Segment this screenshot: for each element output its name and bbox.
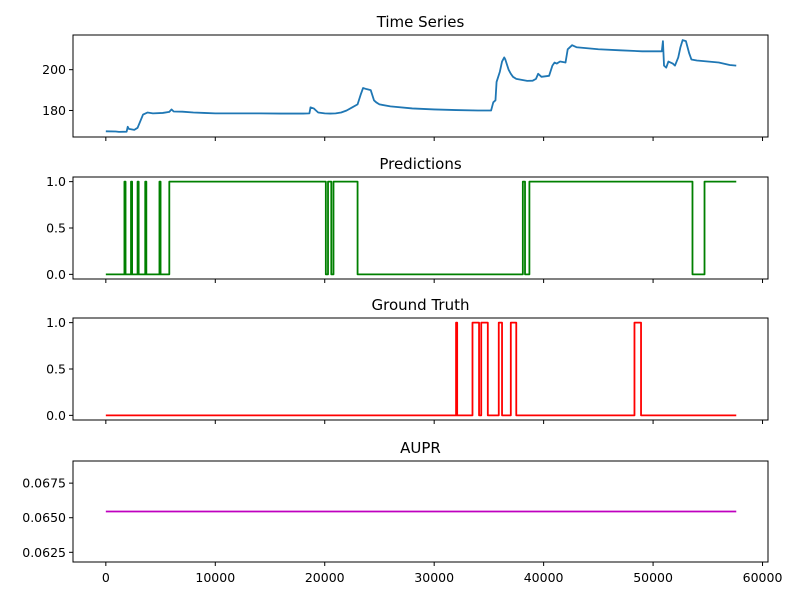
aupr-y-tick-label-0: 0.0625 — [22, 545, 66, 560]
predictions-title: Predictions — [379, 155, 462, 173]
time-series-series-line-0 — [105, 39, 737, 133]
predictions-y-tick-label-0: 0.0 — [46, 267, 66, 282]
aupr-y-tick-label-2: 0.0675 — [22, 476, 66, 491]
ground-truth-title: Ground Truth — [372, 296, 470, 314]
aupr-x-tick-label-6: 60000 — [743, 570, 783, 585]
time-series-y-tick-label-0: 180 — [42, 103, 66, 118]
time-series-panel: Time Series 180 200 — [42, 13, 769, 141]
aupr-x-tick-label-0: 0 — [102, 570, 110, 585]
aupr-axes-frame — [72, 460, 769, 563]
predictions-axes-frame — [72, 176, 769, 280]
time-series-title: Time Series — [376, 13, 465, 31]
ground-truth-panel: Ground Truth 0.0 0.5 1.0 — [46, 296, 769, 424]
predictions-y-tick-label-2: 1.0 — [46, 174, 66, 189]
aupr-y-tick-label-1: 0.0650 — [22, 510, 66, 525]
ground-truth-series-line-0 — [105, 321, 737, 417]
ground-truth-y-tick-label-1: 0.5 — [46, 362, 66, 377]
time-series-axes-frame — [72, 34, 769, 138]
ground-truth-axes-frame — [72, 317, 769, 421]
time-series-y-tick-label-1: 200 — [42, 62, 66, 77]
predictions-y-tick-label-1: 0.5 — [46, 221, 66, 236]
ground-truth-y-tick-label-2: 1.0 — [46, 315, 66, 330]
aupr-x-tick-label-5: 50000 — [633, 570, 673, 585]
predictions-series-line-0 — [105, 180, 737, 276]
predictions-panel: Predictions 0.0 0.5 1.0 — [46, 155, 769, 283]
aupr-x-tick-label-2: 20000 — [305, 570, 345, 585]
aupr-panel: AUPR 0.0625 0.0650 0.0675 0 10000 20000 30000 4… — [22, 439, 782, 585]
ground-truth-y-tick-label-0: 0.0 — [46, 408, 66, 423]
aupr-x-tick-label-3: 30000 — [414, 570, 454, 585]
aupr-x-tick-label-1: 10000 — [195, 570, 235, 585]
aupr-x-tick-label-4: 40000 — [524, 570, 564, 585]
aupr-title: AUPR — [400, 439, 441, 457]
